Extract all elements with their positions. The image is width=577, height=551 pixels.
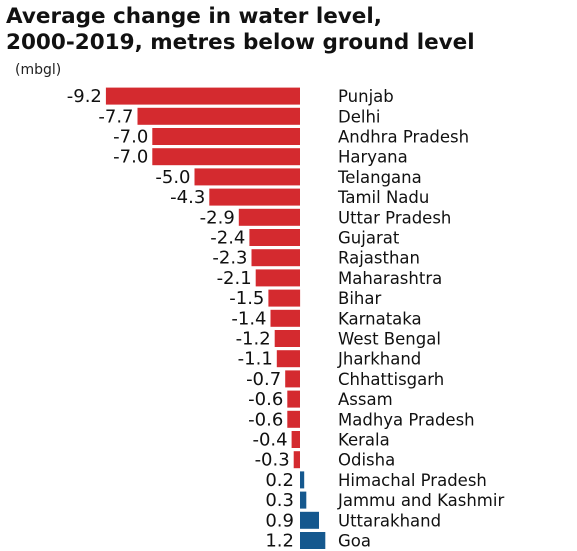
bar-jammu-and-kashmir [300,491,307,509]
bar-goa [300,532,326,549]
value-label-delhi: -7.7 [98,106,133,127]
value-label-bihar: -1.5 [229,288,264,309]
value-label-karnataka: -1.4 [231,308,266,329]
category-label-karnataka: Karnataka [338,309,422,328]
unit-label: (mbgl) [15,62,62,78]
category-label-jammu-and-kashmir: Jammu and Kashmir [337,491,504,510]
bar-rajasthan [251,249,300,267]
value-label-himachal-pradesh: 0.2 [265,470,294,491]
category-label-madhya-pradesh: Madhya Pradesh [338,410,475,429]
category-label-odisha: Odisha [338,451,395,470]
value-label-uttarakhand: 0.9 [265,510,294,531]
value-label-kerala: -0.4 [252,430,287,451]
category-label-jharkhand: Jharkhand [337,350,421,369]
value-label-west-bengal: -1.2 [236,329,271,350]
category-label-tamil-nadu: Tamil Nadu [337,188,429,207]
category-label-bihar: Bihar [338,289,381,308]
value-label-telangana: -5.0 [155,167,190,188]
bar-uttar-pradesh [238,208,300,226]
bar-himachal-pradesh [300,471,305,489]
value-label-haryana: -7.0 [113,147,148,168]
bar-assam [287,390,300,408]
category-label-chhattisgarh: Chhattisgarh [338,370,444,389]
value-label-jharkhand: -1.1 [238,349,273,370]
category-label-goa: Goa [338,532,371,551]
value-label-madhya-pradesh: -0.6 [248,409,283,430]
bar-haryana [152,148,300,166]
value-label-goa: 1.2 [265,531,294,551]
bar-jharkhand [276,350,300,368]
bar-gujarat [249,229,300,246]
chart-title-line-1: Average change in water level, [6,4,382,29]
category-label-punjab: Punjab [338,87,394,106]
category-label-uttarakhand: Uttarakhand [338,511,441,530]
value-label-tamil-nadu: -4.3 [170,187,205,208]
bar-tamil-nadu [209,188,300,206]
value-label-uttar-pradesh: -2.9 [200,207,235,228]
value-label-andhra-pradesh: -7.0 [113,127,148,148]
bar-kerala [291,431,300,448]
value-label-odisha: -0.3 [255,450,290,471]
category-label-delhi: Delhi [338,107,380,126]
category-label-assam: Assam [338,390,393,409]
bar-maharashtra [255,269,300,287]
value-label-punjab: -9.2 [67,86,102,107]
bar-karnataka [270,309,300,327]
bar-west-bengal [274,330,300,347]
category-label-rajasthan: Rajasthan [338,249,420,268]
value-label-chhattisgarh: -0.7 [246,369,281,390]
bar-punjab [105,87,301,105]
category-label-himachal-pradesh: Himachal Pradesh [338,471,487,490]
value-label-jammu-and-kashmir: 0.3 [265,490,294,511]
category-label-andhra-pradesh: Andhra Pradesh [338,128,469,147]
bar-madhya-pradesh [287,410,300,428]
category-label-gujarat: Gujarat [338,229,400,248]
bar-chhattisgarh [285,370,300,388]
value-label-maharashtra: -2.1 [217,268,252,289]
bar-odisha [293,451,300,469]
bar-bihar [268,289,301,307]
bar-delhi [137,107,300,125]
bar-uttarakhand [300,511,319,529]
bar-andhra-pradesh [152,128,300,145]
value-label-gujarat: -2.4 [210,228,245,249]
category-label-telangana: Telangana [337,168,422,187]
category-label-uttar-pradesh: Uttar Pradesh [338,208,451,227]
category-label-maharashtra: Maharashtra [338,269,442,288]
category-label-west-bengal: West Bengal [338,330,441,349]
value-label-rajasthan: -2.3 [212,248,247,269]
bar-telangana [194,168,300,186]
value-label-assam: -0.6 [248,389,283,410]
chart-title-line-2: 2000-2019, metres below ground level [6,30,475,55]
category-label-haryana: Haryana [338,148,408,167]
category-label-kerala: Kerala [338,431,390,450]
